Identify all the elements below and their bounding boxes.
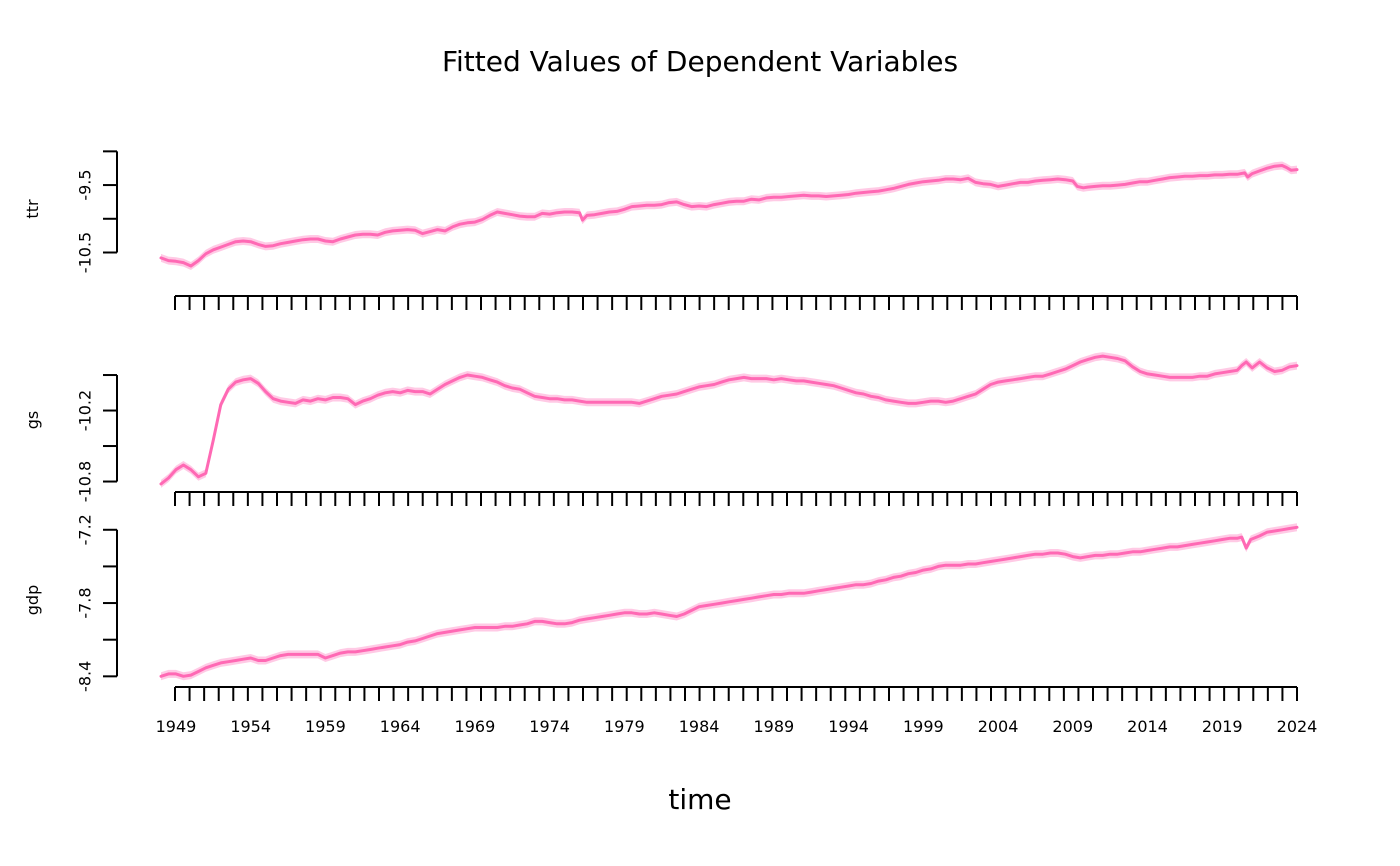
x-tick-label: 1994 — [828, 717, 869, 736]
series-line-gs — [159, 354, 1299, 486]
panel-ttr: -10.5 -9.5 ttr — [23, 150, 1299, 310]
y-tick-label: -9.5 — [76, 169, 95, 200]
x-axis-label: time — [668, 783, 731, 816]
x-tick-label: 1969 — [455, 717, 496, 736]
x-tick-label: 2014 — [1127, 717, 1168, 736]
y-tick-label: -10.5 — [76, 232, 95, 273]
series-line-ttr — [159, 164, 1299, 268]
x-tick-label: 1989 — [753, 717, 794, 736]
y-axis-label-gdp: gdp — [23, 585, 42, 615]
y-tick-label: -7.2 — [76, 514, 95, 545]
y-axis-label-gs: gs — [23, 411, 42, 430]
x-tick-label: 2009 — [1052, 717, 1093, 736]
chart-title: Fitted Values of Dependent Variables — [442, 45, 958, 78]
x-tick-label: 1954 — [230, 717, 271, 736]
y-tick-label: -10.2 — [76, 390, 95, 431]
y-tick-label: -7.8 — [76, 587, 95, 618]
y-axis-label-ttr: ttr — [23, 199, 42, 219]
x-tick-label: 1974 — [529, 717, 570, 736]
x-tick-label: 1999 — [903, 717, 944, 736]
x-tick-label: 1959 — [305, 717, 346, 736]
x-tick-label: 2019 — [1202, 717, 1243, 736]
x-tick-label: 1984 — [679, 717, 720, 736]
panel-gs: -10.8 -10.2 gs — [23, 352, 1299, 506]
y-tick-label: -8.4 — [76, 661, 95, 692]
panels-group: -10.5 -9.5 ttr -10.8 -10.2 gs -8.4 -7.8 -7.2 gdp 1… — [23, 150, 1317, 736]
panel-gdp: -8.4 -7.8 -7.2 gdp 1949 1954 1959 1964 1969 1974 1… — [23, 514, 1317, 736]
x-tick-label: 2004 — [978, 717, 1019, 736]
series-band-ttr — [161, 161, 1297, 270]
series-line-gdp — [159, 525, 1299, 678]
x-tick-label: 1964 — [380, 717, 421, 736]
series-band-gs — [161, 352, 1297, 488]
x-tick-label: 2024 — [1277, 717, 1318, 736]
x-tick-label: 1949 — [156, 717, 197, 736]
y-tick-label: -10.8 — [76, 461, 95, 502]
x-tick-label: 1979 — [604, 717, 645, 736]
